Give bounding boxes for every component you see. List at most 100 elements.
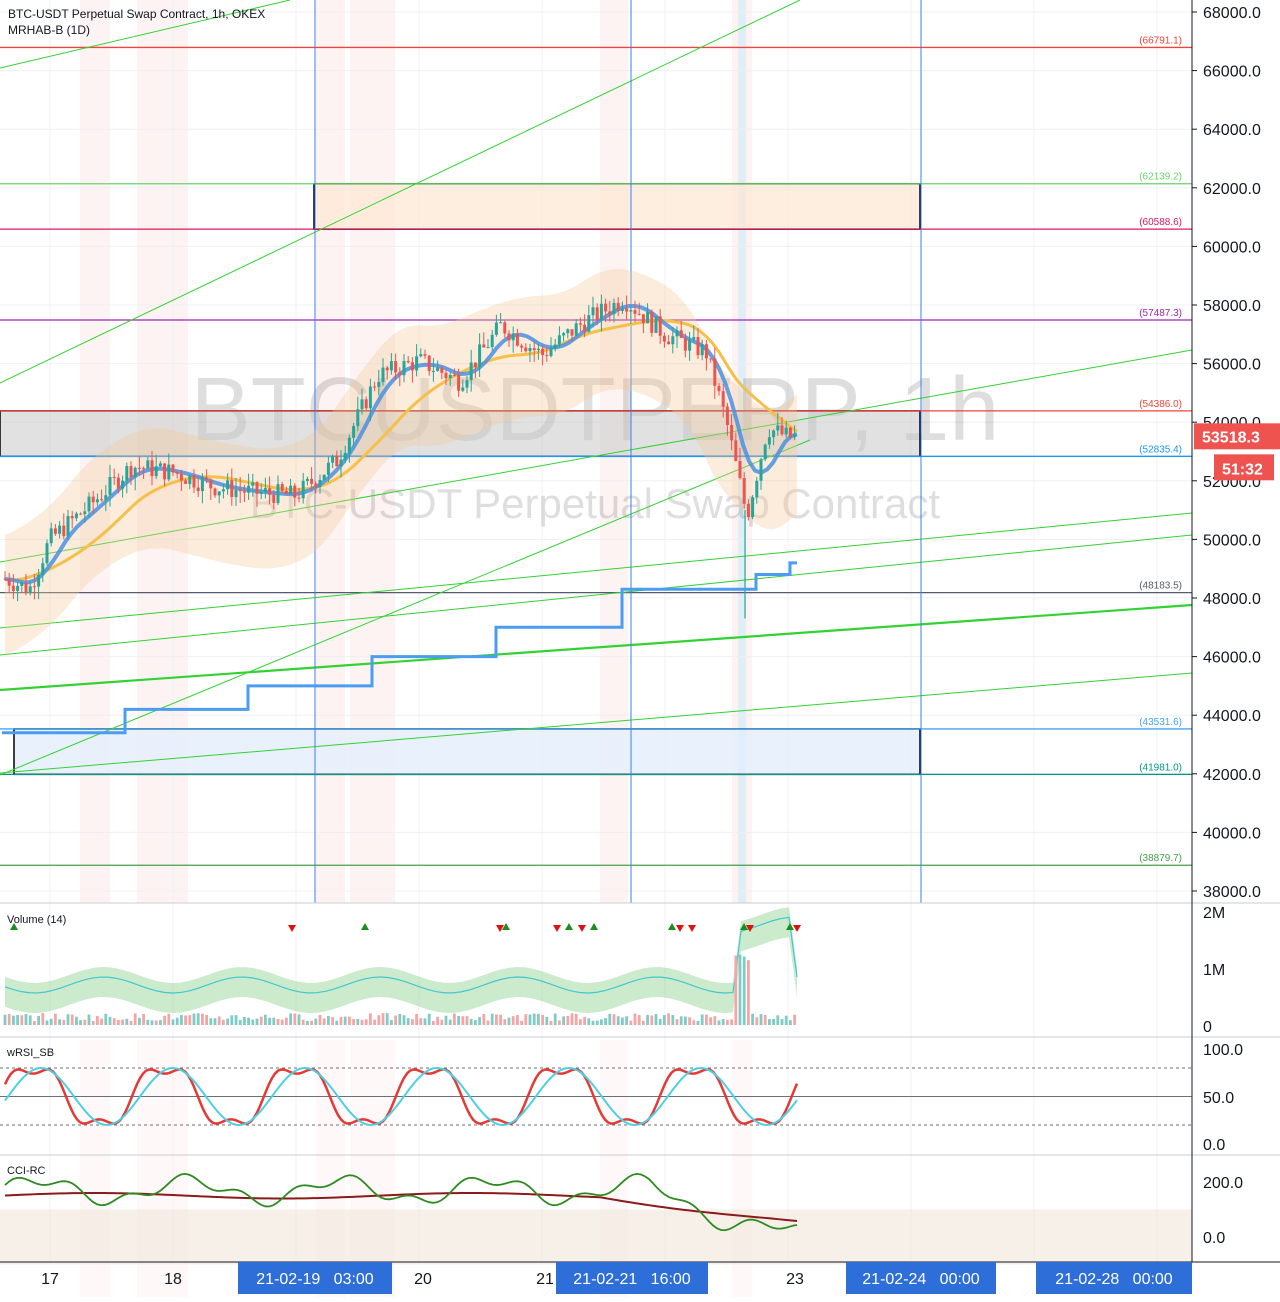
candle-107[interactable] xyxy=(452,368,456,377)
trend-line-0[interactable] xyxy=(0,0,291,69)
candle-74[interactable] xyxy=(314,481,318,494)
candle-10[interactable] xyxy=(45,539,49,566)
candle-31[interactable] xyxy=(133,466,137,491)
cci-line[interactable] xyxy=(4,1173,798,1232)
candle-109[interactable] xyxy=(461,379,465,393)
wrsi-title[interactable]: wRSI_SB xyxy=(6,1047,54,1059)
candle-43[interactable] xyxy=(184,478,188,484)
candle-20[interactable] xyxy=(87,492,91,518)
candle-150[interactable] xyxy=(633,300,637,323)
time-highlight-tag-1[interactable] xyxy=(556,1262,708,1294)
candle-64[interactable] xyxy=(272,489,276,510)
candle-22[interactable] xyxy=(95,493,99,506)
volume-title[interactable]: Volume (14) xyxy=(7,914,66,926)
candle-14[interactable] xyxy=(62,513,66,540)
candle-106[interactable] xyxy=(448,372,452,386)
candle-53[interactable] xyxy=(226,473,230,495)
candle-7[interactable] xyxy=(32,573,36,600)
candle-92[interactable] xyxy=(389,353,393,375)
candle-3[interactable] xyxy=(16,582,20,602)
trend-line-7[interactable] xyxy=(0,439,811,776)
candle-70[interactable] xyxy=(297,487,301,503)
candle-184[interactable] xyxy=(776,412,780,436)
candle-99[interactable] xyxy=(419,348,423,358)
candle-82[interactable] xyxy=(347,434,351,463)
candle-104[interactable] xyxy=(440,365,444,380)
candle-188[interactable] xyxy=(793,425,797,440)
candle-13[interactable] xyxy=(58,520,62,539)
indicator-title[interactable]: MRHAB-B (1D) xyxy=(8,23,91,37)
candle-2[interactable] xyxy=(11,574,15,599)
candle-139[interactable] xyxy=(587,305,591,333)
candle-33[interactable] xyxy=(142,466,146,479)
candle-179[interactable] xyxy=(755,477,759,504)
candle-137[interactable] xyxy=(578,317,582,332)
candle-80[interactable] xyxy=(339,450,343,478)
candle-17[interactable] xyxy=(74,511,78,522)
candle-59[interactable] xyxy=(251,473,255,497)
candle-164[interactable] xyxy=(692,325,696,343)
candle-122[interactable] xyxy=(515,328,519,347)
candle-183[interactable] xyxy=(772,429,776,446)
candle-123[interactable] xyxy=(520,343,524,352)
candle-98[interactable] xyxy=(415,344,419,377)
candle-49[interactable] xyxy=(209,478,213,501)
candle-67[interactable] xyxy=(284,486,288,495)
candle-26[interactable] xyxy=(112,468,116,485)
candle-133[interactable] xyxy=(562,331,566,342)
candle-153[interactable] xyxy=(646,303,650,324)
candle-165[interactable] xyxy=(696,328,700,360)
candle-118[interactable] xyxy=(499,313,503,324)
candle-68[interactable] xyxy=(289,478,293,495)
time-highlight-tag-3[interactable] xyxy=(1036,1262,1192,1294)
current-price-tag[interactable] xyxy=(1194,423,1280,450)
candle-61[interactable] xyxy=(259,483,263,500)
candle-75[interactable] xyxy=(318,474,322,494)
candle-108[interactable] xyxy=(457,368,461,397)
candle-60[interactable] xyxy=(255,481,259,507)
candle-135[interactable] xyxy=(570,329,574,342)
candle-11[interactable] xyxy=(49,522,53,547)
wrsi-signal-line[interactable] xyxy=(4,1066,798,1127)
trend-line-2[interactable] xyxy=(0,349,1193,563)
candle-69[interactable] xyxy=(293,483,297,507)
candle-103[interactable] xyxy=(436,360,440,372)
candle-182[interactable] xyxy=(767,429,771,449)
candle-35[interactable] xyxy=(150,450,154,486)
candle-29[interactable] xyxy=(125,462,129,494)
candle-18[interactable] xyxy=(79,512,83,515)
candle-128[interactable] xyxy=(541,345,545,366)
trend-line-1[interactable] xyxy=(0,0,801,384)
candle-0[interactable] xyxy=(3,571,7,581)
candle-185[interactable] xyxy=(780,417,784,437)
candle-177[interactable] xyxy=(746,499,750,521)
candle-23[interactable] xyxy=(100,489,104,502)
candle-85[interactable] xyxy=(360,388,364,415)
candle-140[interactable] xyxy=(591,296,595,328)
candle-167[interactable] xyxy=(704,340,708,371)
candle-47[interactable] xyxy=(200,473,204,504)
candle-145[interactable] xyxy=(612,298,616,323)
candle-96[interactable] xyxy=(406,355,410,364)
candle-113[interactable] xyxy=(478,333,482,377)
candle-66[interactable] xyxy=(280,481,284,494)
candle-147[interactable] xyxy=(620,301,624,314)
candle-21[interactable] xyxy=(91,490,95,514)
candle-181[interactable] xyxy=(763,443,767,462)
candle-152[interactable] xyxy=(641,314,645,334)
candle-40[interactable] xyxy=(171,463,175,476)
candle-156[interactable] xyxy=(658,308,662,344)
candle-173[interactable] xyxy=(730,414,734,451)
candle-71[interactable] xyxy=(301,473,305,504)
candle-124[interactable] xyxy=(524,343,528,353)
candle-4[interactable] xyxy=(20,581,24,593)
candle-91[interactable] xyxy=(385,365,389,380)
candle-93[interactable] xyxy=(394,353,398,380)
candle-149[interactable] xyxy=(629,306,633,325)
candle-187[interactable] xyxy=(788,426,792,439)
candle-58[interactable] xyxy=(247,473,251,500)
candle-36[interactable] xyxy=(154,454,158,480)
candle-15[interactable] xyxy=(66,509,70,540)
candle-81[interactable] xyxy=(343,445,347,464)
